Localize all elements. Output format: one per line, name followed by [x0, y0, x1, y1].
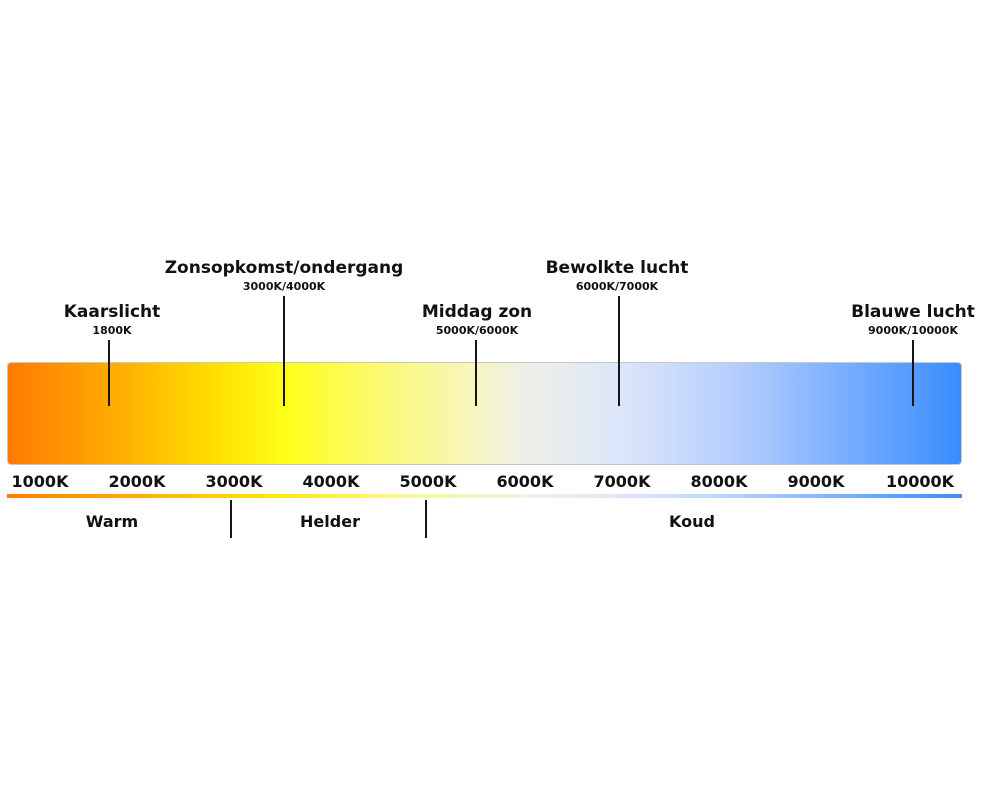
marker-line-bewolkte-lucht	[618, 296, 620, 406]
tick-label-10000k: 10000K	[885, 472, 955, 491]
marker-line-blauwe-lucht	[912, 340, 914, 406]
tick-label-7000k: 7000K	[593, 472, 651, 491]
marker-value-bewolkte-lucht: 6000K/7000K	[575, 280, 659, 293]
marker-title-zonsopkomst: Zonsopkomst/ondergang	[164, 258, 404, 278]
marker-title-blauwe-lucht: Blauwe lucht	[851, 302, 975, 322]
tick-label-8000k: 8000K	[690, 472, 748, 491]
tick-label-2000k: 2000K	[108, 472, 166, 491]
marker-value-blauwe-lucht: 9000K/10000K	[868, 324, 958, 337]
tick-label-6000k: 6000K	[496, 472, 554, 491]
marker-value-zonsopkomst: 3000K/4000K	[242, 280, 326, 293]
tick-label-3000k: 3000K	[205, 472, 263, 491]
marker-line-kaarslicht	[108, 340, 110, 406]
tick-label-5000k: 5000K	[399, 472, 457, 491]
zone-divider-helder-koud	[425, 500, 427, 538]
marker-line-middag-zon	[475, 340, 477, 406]
zone-label-koud: Koud	[669, 512, 715, 531]
tick-label-9000k: 9000K	[787, 472, 845, 491]
marker-title-bewolkte-lucht: Bewolkte lucht	[545, 258, 689, 278]
marker-title-kaarslicht: Kaarslicht	[63, 302, 161, 322]
marker-title-middag-zon: Middag zon	[421, 302, 533, 322]
zone-divider-warm-helder	[230, 500, 232, 538]
zone-label-warm: Warm	[85, 512, 139, 531]
marker-value-kaarslicht: 1800K	[92, 324, 132, 337]
tick-label-1000k: 1000K	[11, 472, 69, 491]
scale-gradient-line	[7, 494, 962, 498]
marker-line-zonsopkomst	[283, 296, 285, 406]
marker-value-middag-zon: 5000K/6000K	[435, 324, 519, 337]
tick-label-4000k: 4000K	[302, 472, 360, 491]
color-temperature-gradient-bar	[7, 362, 962, 465]
zone-label-helder: Helder	[300, 512, 360, 531]
